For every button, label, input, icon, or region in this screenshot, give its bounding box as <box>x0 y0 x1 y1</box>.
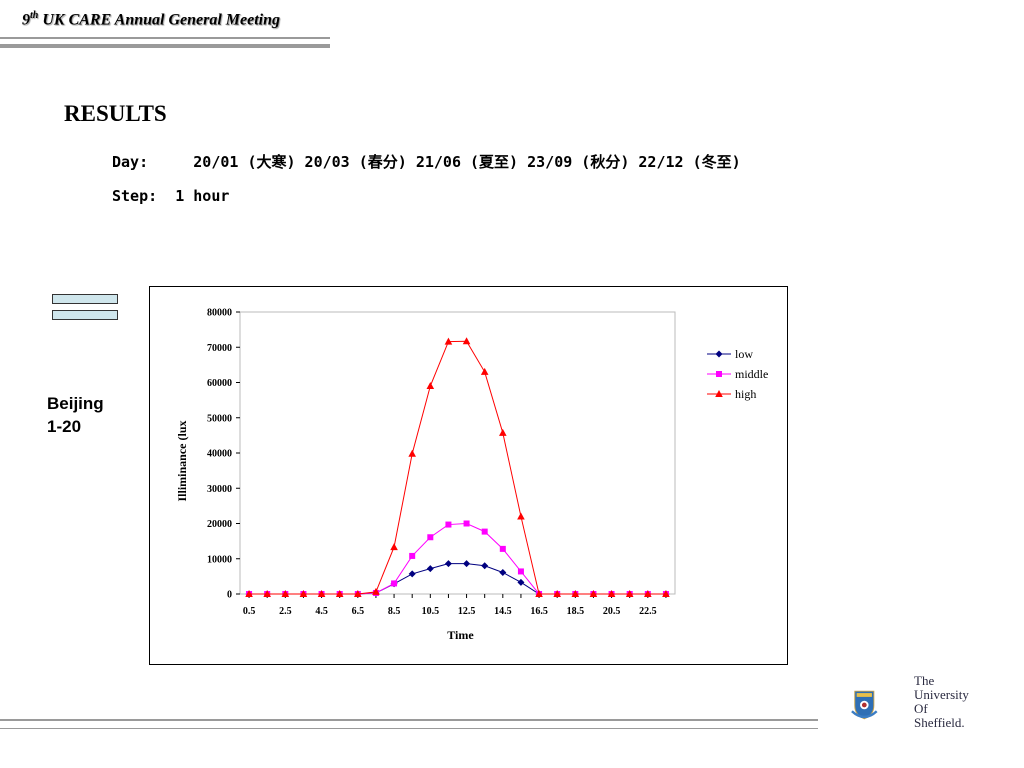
data-point-high <box>480 367 489 375</box>
x-tick-label: 0.5 <box>243 606 256 617</box>
step-line: Step: 1 hour <box>112 187 230 205</box>
series-line-middle <box>249 522 666 595</box>
x-tick-label: 16.5 <box>530 606 548 617</box>
legend-label-low: low <box>735 347 753 361</box>
university-shield-logo <box>851 690 878 720</box>
meeting-ordinal-suffix: th <box>30 10 39 21</box>
legend-marker-high <box>715 390 723 397</box>
data-point-high <box>553 590 561 597</box>
data-point-high <box>571 590 580 597</box>
x-tick-label: 18.5 <box>567 606 585 617</box>
data-point-high <box>625 590 634 597</box>
data-point-high <box>299 590 308 597</box>
x-tick-label: 6.5 <box>352 606 365 617</box>
data-point-high <box>408 449 416 457</box>
data-point-high <box>354 590 362 597</box>
data-point-low <box>408 570 416 578</box>
data-point-low <box>444 560 452 568</box>
data-point-high <box>589 590 598 597</box>
footer-rule-bottom <box>0 728 818 729</box>
data-point-middle <box>391 580 398 587</box>
data-point-low <box>426 565 434 573</box>
city-label: Beijing 1-20 <box>47 392 104 438</box>
data-point-high <box>535 590 543 597</box>
y-tick-label: 60000 <box>207 378 232 389</box>
data-point-high <box>662 590 670 597</box>
x-tick-label: 20.5 <box>603 606 621 617</box>
meeting-title: 9th UK CARE Annual General Meeting <box>22 10 280 29</box>
data-point-middle <box>427 534 434 541</box>
legend-marker-low <box>715 350 723 358</box>
data-point-middle <box>499 545 506 552</box>
data-point-high <box>390 543 398 551</box>
data-point-low <box>481 562 489 570</box>
x-tick-label: 4.5 <box>315 606 328 617</box>
legend-label-middle: middle <box>735 367 768 381</box>
wordmark-line-4: Sheffield. <box>914 715 965 730</box>
data-point-middle <box>409 552 416 559</box>
university-wordmark: The University Of Sheffield. <box>914 674 969 730</box>
x-axis-title: Time <box>447 628 474 642</box>
x-tick-label: 22.5 <box>639 606 657 617</box>
y-tick-label: 0 <box>227 590 232 601</box>
day-line: Day: 20/01 (大寒) 20/03 (春分) 21/06 (夏至) 23… <box>112 153 741 171</box>
series-line-high <box>249 340 666 595</box>
data-point-low <box>499 568 507 576</box>
chart-frame: 0 10000 20000 30000 40000 50000 60000 70000 8000… <box>149 286 788 665</box>
data-point-low <box>517 578 525 586</box>
data-point-high <box>444 337 453 345</box>
y-tick-label: 50000 <box>207 413 232 424</box>
meeting-title-text: UK CARE Annual General Meeting <box>42 11 281 29</box>
wordmark-line-2: University <box>914 687 969 702</box>
x-tick-label: 12.5 <box>458 606 476 617</box>
y-tick-label: 40000 <box>207 449 232 460</box>
wordmark-line-3: Of <box>914 701 928 716</box>
data-point-high <box>245 590 253 597</box>
data-point-low <box>463 560 471 568</box>
header-rule-bottom <box>0 44 330 48</box>
x-tick-label: 8.5 <box>388 606 401 617</box>
data-point-middle <box>463 520 470 527</box>
data-point-high <box>499 428 507 436</box>
meeting-ordinal: 9 <box>22 11 30 29</box>
y-tick-label: 70000 <box>207 343 232 354</box>
y-tick-label: 20000 <box>207 519 232 530</box>
plot-area-border <box>239 311 676 595</box>
data-point-high <box>263 590 271 597</box>
data-point-high <box>317 590 326 597</box>
footer-rule-top <box>0 719 818 721</box>
city-name: Beijing <box>47 394 104 413</box>
results-heading: RESULTS <box>64 101 167 126</box>
data-point-middle <box>481 528 488 535</box>
slide-marker-top <box>52 294 118 304</box>
data-point-middle <box>445 521 452 528</box>
data-point-high <box>372 587 380 595</box>
y-axis-title: Illiminance (lux <box>175 420 189 501</box>
legend-label-high: high <box>735 387 756 401</box>
slide-marker-bottom <box>52 310 118 320</box>
illuminance-chart: 0 10000 20000 30000 40000 50000 60000 70000 8000… <box>175 308 768 643</box>
header-rule-top <box>0 37 330 39</box>
x-tick-label: 10.5 <box>422 606 440 617</box>
day-range: 1-20 <box>47 417 82 436</box>
y-tick-label: 30000 <box>207 484 232 495</box>
data-point-high <box>607 590 616 597</box>
x-tick-label: 2.5 <box>279 606 292 617</box>
wordmark-line-1: The <box>914 673 935 688</box>
series-line-low <box>249 563 666 595</box>
x-tick-label: 14.5 <box>494 606 512 617</box>
data-point-high <box>281 590 290 597</box>
data-point-high <box>644 590 652 597</box>
data-point-high <box>517 512 525 520</box>
y-tick-label: 80000 <box>207 308 232 319</box>
data-point-middle <box>517 568 524 575</box>
data-point-high <box>335 590 344 597</box>
legend-marker-middle <box>716 371 722 377</box>
y-tick-label: 10000 <box>207 554 232 565</box>
data-point-high <box>462 337 471 345</box>
data-point-high <box>426 382 435 390</box>
